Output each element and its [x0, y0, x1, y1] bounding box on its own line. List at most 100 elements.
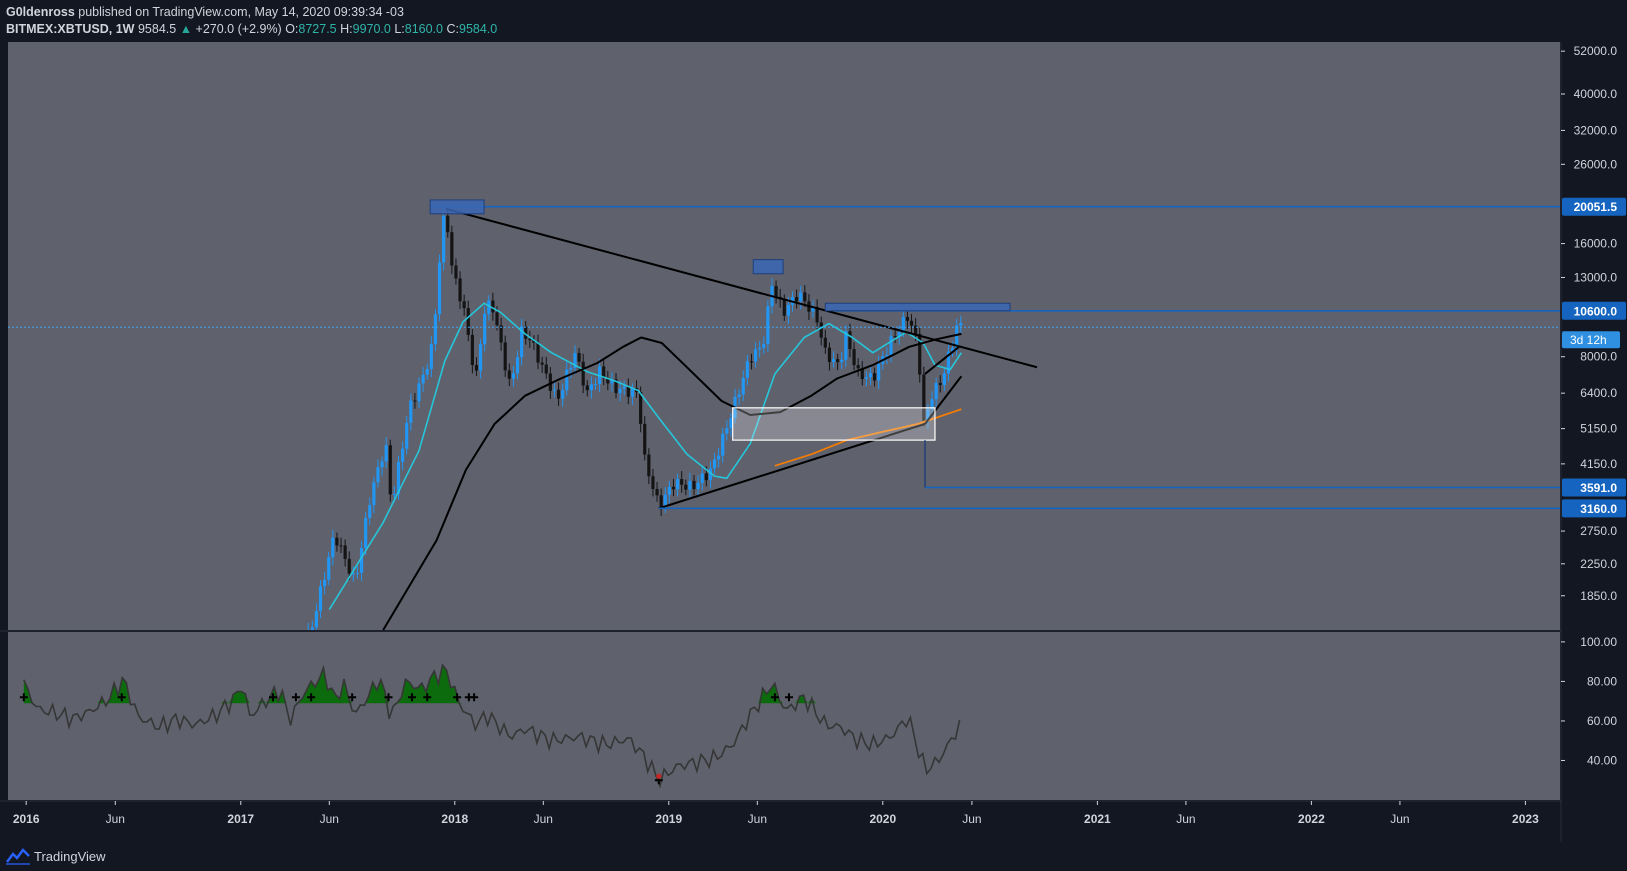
candle-body [680, 479, 684, 485]
time-tick-label: 2016 [13, 812, 40, 826]
candle-body [626, 386, 630, 397]
candle-body [893, 336, 897, 338]
candle-body [503, 342, 507, 371]
oscillator-pane [19, 663, 961, 789]
candle-body [433, 314, 438, 345]
candle-body [614, 379, 618, 394]
price-change: +270.0 (+2.9%) [195, 22, 282, 36]
time-tick-label: 2017 [227, 812, 254, 826]
candle-body [725, 428, 729, 434]
time-tick-label: 2018 [441, 812, 468, 826]
time-tick-label: Jun [962, 812, 981, 826]
price-tick-label: 2250.0 [1580, 557, 1617, 571]
candle-body [429, 344, 433, 370]
candle-body [643, 423, 647, 455]
candle-body [877, 363, 881, 381]
candle-body [323, 579, 327, 587]
price-tick-label: 32000.0 [1574, 123, 1618, 137]
candle-body [622, 386, 626, 389]
price-label-text: 10600.0 [1574, 304, 1618, 318]
candle-body [786, 304, 790, 316]
candle-body [721, 433, 725, 456]
candle-body [442, 215, 446, 263]
candle-body [844, 331, 848, 360]
time-tick-label: Jun [534, 812, 553, 826]
candle-body [737, 394, 741, 397]
price-label-box [1562, 197, 1626, 216]
candle-body [663, 494, 667, 508]
candle-body [647, 454, 651, 477]
candle-body [577, 353, 581, 362]
time-tick-label: 2022 [1298, 812, 1325, 826]
candle-body [659, 495, 663, 508]
candle-body [872, 373, 877, 381]
time-tick-label: Jun [320, 812, 339, 826]
low-label: L: [394, 22, 405, 36]
candle-body [704, 473, 708, 481]
candle-body [556, 389, 561, 399]
signal-marker [117, 693, 126, 702]
candle-body [376, 467, 380, 483]
candle-body [766, 306, 770, 345]
candle-body [909, 320, 914, 326]
published-info: published on TradingView.com, May 14, 20… [78, 5, 404, 19]
candle-body [630, 388, 635, 397]
chart-header: G0ldenross published on TradingView.com,… [0, 0, 1627, 42]
time-tick-label: Jun [748, 812, 767, 826]
low-value: 8160.0 [404, 22, 444, 36]
signal-marker [470, 693, 479, 702]
price-chart[interactable]: 52000.0 40000.0 32000.0 26000.0 16000.0 13000… [0, 42, 1627, 842]
price-tick-label: 26000.0 [1574, 157, 1618, 171]
candle-body [671, 486, 676, 490]
oscillator-line [23, 663, 961, 789]
price-label-text: 3591.0 [1580, 481, 1617, 495]
osc-tick-label: 40.00 [1587, 753, 1617, 767]
tradingview-brand[interactable]: TradingView [34, 849, 106, 864]
candle-body [536, 342, 540, 363]
signal-marker [423, 693, 432, 702]
candle-body [335, 537, 339, 546]
candle-body [803, 292, 807, 302]
candle-body [310, 627, 314, 630]
candle-body [774, 286, 778, 297]
candle-body [569, 368, 573, 370]
candle-body [655, 488, 659, 496]
candle-body [384, 445, 388, 462]
price-tick-label: 5150.0 [1580, 422, 1617, 436]
support-box [732, 407, 936, 441]
close-label: C: [446, 22, 460, 36]
candle-body [339, 545, 343, 547]
candle-body [745, 361, 749, 378]
candle-body [823, 337, 827, 348]
signal-marker [384, 693, 393, 702]
candle-body [741, 377, 745, 395]
candle-body [581, 361, 585, 386]
resistance-zone [824, 302, 1011, 312]
candle-body [507, 370, 511, 379]
candle-body [922, 374, 926, 421]
time-tick-label: Jun [106, 812, 125, 826]
high-label: H: [340, 22, 353, 36]
close-value: 9584.0 [459, 22, 498, 36]
trendline [924, 375, 963, 425]
candle-body [487, 300, 491, 314]
candle-body [314, 610, 319, 628]
time-tick-label: 2023 [1512, 812, 1539, 826]
price-tick-label: 16000.0 [1574, 237, 1618, 251]
main-pane [8, 199, 1560, 630]
signal-marker [770, 693, 779, 702]
price-label-box [1562, 478, 1626, 497]
publisher-name[interactable]: G0ldenross [6, 5, 75, 19]
candle-body [610, 379, 614, 384]
price-tick-label: 6400.0 [1580, 386, 1617, 400]
symbol-name[interactable]: BITMEX:XBTUSD, 1W [6, 22, 135, 36]
tradingview-logo-icon[interactable] [6, 847, 30, 865]
candle-body [852, 349, 856, 366]
candle-body [417, 383, 421, 402]
candle-body [901, 317, 905, 332]
oscillator-fill [23, 665, 960, 704]
open-value: 8727.5 [298, 22, 337, 36]
candle-body [474, 365, 479, 371]
candle-body [372, 482, 376, 506]
candle-body [355, 572, 360, 574]
